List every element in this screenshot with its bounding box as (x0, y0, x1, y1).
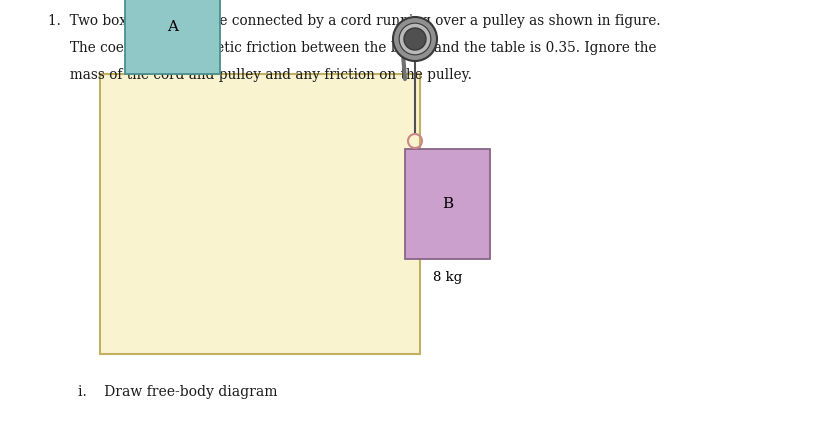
Text: B: B (442, 197, 452, 211)
Text: i.    Draw free-body diagram: i. Draw free-body diagram (78, 385, 277, 399)
Text: The coefficient of kinetic friction between the box A and the table is 0.35. Ign: The coefficient of kinetic friction betw… (48, 41, 656, 55)
Bar (100, 74, 419, 354)
Bar (404, 149, 490, 259)
Text: mass of the cord and pulley and any friction on the pulley.: mass of the cord and pulley and any fric… (48, 68, 471, 82)
Circle shape (393, 17, 437, 61)
Text: 1.  Two boxes A and B are connected by a cord running over a pulley as shown in : 1. Two boxes A and B are connected by a … (48, 14, 660, 28)
Text: A: A (167, 20, 178, 33)
Circle shape (404, 28, 425, 50)
Bar (125, 0, 220, 74)
Circle shape (399, 23, 430, 55)
Text: 8 kg: 8 kg (433, 271, 461, 284)
